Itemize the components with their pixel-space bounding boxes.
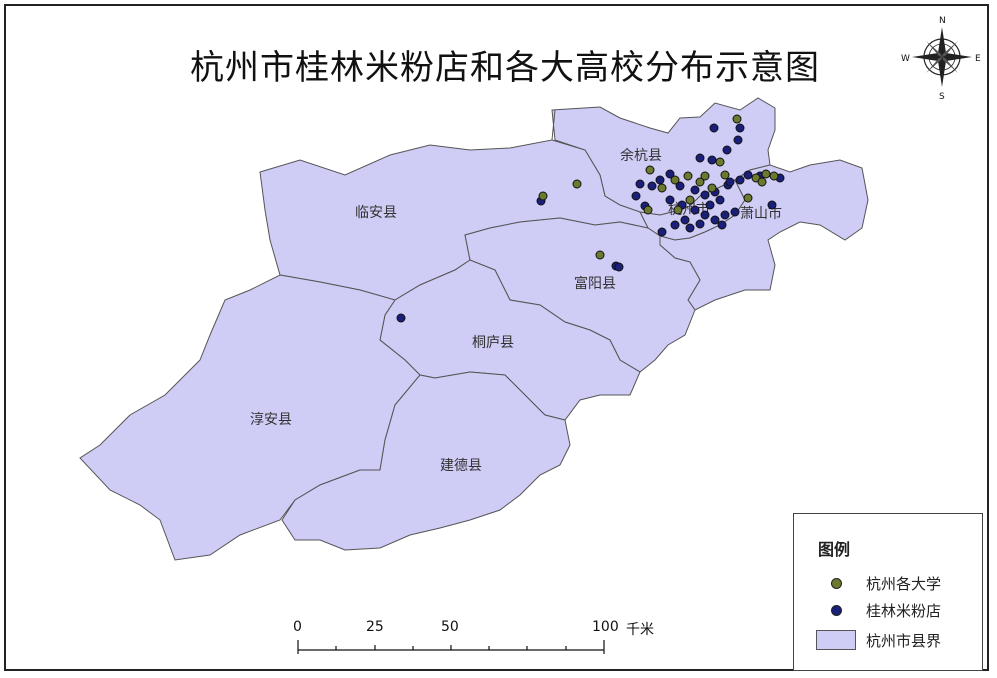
noodle-shop-point[interactable] — [631, 191, 641, 201]
label-jiande: 建德县 — [440, 458, 482, 474]
university-point[interactable] — [657, 183, 667, 193]
noodle-shop-point[interactable] — [730, 207, 740, 217]
legend-label-noodle-shop: 桂林米粉店 — [866, 601, 942, 620]
county-boundary-swatch-icon — [816, 630, 856, 650]
legend-item-university: 杭州各大学 — [814, 571, 941, 595]
noodle-shop-point[interactable] — [680, 215, 690, 225]
label-fuyang: 富阳县 — [574, 275, 616, 292]
university-point[interactable] — [761, 169, 771, 179]
university-point[interactable] — [769, 171, 779, 181]
compass-e: E — [975, 54, 981, 64]
noodle-shop-point[interactable] — [717, 220, 727, 230]
noodle-shop-point[interactable] — [700, 190, 710, 200]
university-point[interactable] — [673, 205, 683, 215]
noodle-shop-point[interactable] — [647, 181, 657, 191]
noodle-shop-point[interactable] — [710, 215, 720, 225]
noodle-shop-point[interactable] — [767, 200, 777, 210]
region-chunan[interactable] — [79, 274, 421, 561]
noodle-shop-point[interactable] — [657, 227, 667, 237]
label-chunan: 淳安县 — [250, 411, 292, 428]
legend: 图例 杭州各大学 桂林米粉店 杭州市县界 — [793, 513, 983, 671]
region-xiaoshan[interactable] — [659, 159, 869, 311]
noodle-shop-point[interactable] — [675, 181, 685, 191]
university-point[interactable] — [572, 179, 582, 189]
university-point[interactable] — [538, 191, 548, 201]
scale-tick-25: 25 — [366, 619, 384, 635]
scale-bar — [297, 640, 605, 654]
label-yuhang: 余杭县 — [620, 147, 662, 164]
noodle-shop-point[interactable] — [670, 220, 680, 230]
noodle-shop-point[interactable] — [695, 153, 705, 163]
university-point[interactable] — [743, 193, 753, 203]
region-jiande[interactable] — [281, 371, 571, 551]
university-dot-icon — [830, 577, 842, 589]
noodle-shop-point[interactable] — [700, 210, 710, 220]
university-point[interactable] — [732, 114, 742, 124]
noodle-shop-point[interactable] — [707, 155, 717, 165]
scale-tick-50: 50 — [441, 619, 459, 635]
label-tonglu: 桐庐县 — [472, 335, 514, 351]
noodle-shop-dot-icon — [830, 604, 842, 616]
noodle-shop-point[interactable] — [635, 179, 645, 189]
noodle-shop-point[interactable] — [735, 123, 745, 133]
noodle-shop-point[interactable] — [665, 169, 675, 179]
noodle-shop-point[interactable] — [733, 135, 743, 145]
noodle-shop-point[interactable] — [690, 205, 700, 215]
noodle-shop-point[interactable] — [722, 145, 732, 155]
legend-item-boundary: 杭州市县界 — [814, 628, 941, 652]
noodle-shop-point[interactable] — [665, 195, 675, 205]
noodle-shop-point[interactable] — [655, 175, 665, 185]
legend-title: 图例 — [818, 540, 851, 559]
university-point[interactable] — [595, 250, 605, 260]
university-point[interactable] — [645, 165, 655, 175]
university-point[interactable] — [670, 175, 680, 185]
legend-label-boundary: 杭州市县界 — [866, 631, 942, 650]
map-title: 杭州市桂林米粉店和各大高校分布示意图 — [190, 48, 820, 88]
university-point[interactable] — [707, 183, 717, 193]
university-point[interactable] — [757, 177, 767, 187]
noodle-shop-point[interactable] — [743, 170, 753, 180]
university-point[interactable] — [643, 205, 653, 215]
compass-rose-icon: N S E W — [901, 16, 981, 102]
label-linan: 临安县 — [355, 205, 397, 221]
compass-w: W — [901, 54, 910, 64]
noodle-shop-point[interactable] — [685, 223, 695, 233]
university-point[interactable] — [720, 170, 730, 180]
legend-label-university: 杭州各大学 — [866, 574, 942, 593]
compass-n: N — [939, 16, 946, 26]
noodle-shop-point[interactable] — [735, 175, 745, 185]
noodle-shop-point[interactable] — [725, 177, 735, 187]
university-point[interactable] — [700, 171, 710, 181]
noodle-shop-point[interactable] — [715, 195, 725, 205]
compass-s: S — [939, 92, 945, 102]
scale-unit: 千米 — [626, 622, 654, 638]
noodle-shop-point[interactable] — [614, 262, 624, 272]
university-point[interactable] — [695, 177, 705, 187]
scale-tick-100: 100 — [592, 619, 619, 635]
university-point[interactable] — [683, 171, 693, 181]
noodle-shop-point[interactable] — [720, 210, 730, 220]
university-point[interactable] — [685, 195, 695, 205]
scale-tick-0: 0 — [293, 619, 302, 635]
noodle-shop-point[interactable] — [396, 313, 406, 323]
noodle-shop-point[interactable] — [709, 123, 719, 133]
noodle-shop-point[interactable] — [705, 200, 715, 210]
legend-item-noodle-shop: 桂林米粉店 — [814, 598, 941, 622]
noodle-shop-point[interactable] — [695, 219, 705, 229]
noodle-shop-point[interactable] — [690, 185, 700, 195]
university-point[interactable] — [715, 157, 725, 167]
